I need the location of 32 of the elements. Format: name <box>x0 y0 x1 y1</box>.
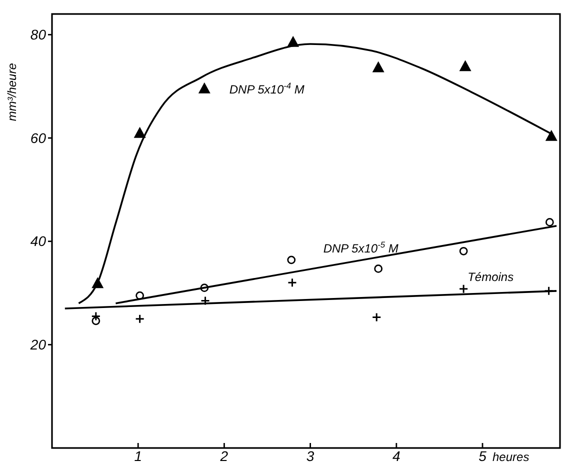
series-label: Témoins <box>468 270 514 284</box>
y-axis-title: mm³/heure <box>5 62 19 122</box>
x-tick-label: 3 <box>306 448 314 464</box>
point <box>92 316 100 326</box>
point <box>459 60 472 72</box>
point <box>545 218 554 226</box>
x-axis-title: heures <box>492 450 530 464</box>
x-tick-label: 2 <box>219 448 228 464</box>
y-tick-label: 60 <box>30 130 46 146</box>
point <box>287 256 296 264</box>
point <box>287 278 297 288</box>
x-tick-label: 5 <box>478 448 487 464</box>
point <box>200 284 209 292</box>
y-tick-label: 40 <box>30 233 46 250</box>
point <box>374 264 383 273</box>
point <box>372 61 384 72</box>
point <box>459 246 468 256</box>
y-tick-label: 20 <box>29 336 46 353</box>
point <box>545 130 558 141</box>
point <box>136 291 144 300</box>
series-label: DNP 5x10$^{-5}$ M <box>323 240 398 256</box>
x-tick-label: 1 <box>134 448 142 464</box>
point <box>135 314 145 324</box>
point <box>200 296 210 306</box>
y-tick-label: 80 <box>30 26 46 43</box>
point <box>372 312 382 322</box>
point <box>458 284 468 294</box>
series-label: DNP 5x10$^{-4}$ M <box>229 80 304 96</box>
point <box>198 82 210 94</box>
x-tick-label: 4 <box>392 448 401 464</box>
point <box>91 312 101 321</box>
point <box>134 126 146 138</box>
